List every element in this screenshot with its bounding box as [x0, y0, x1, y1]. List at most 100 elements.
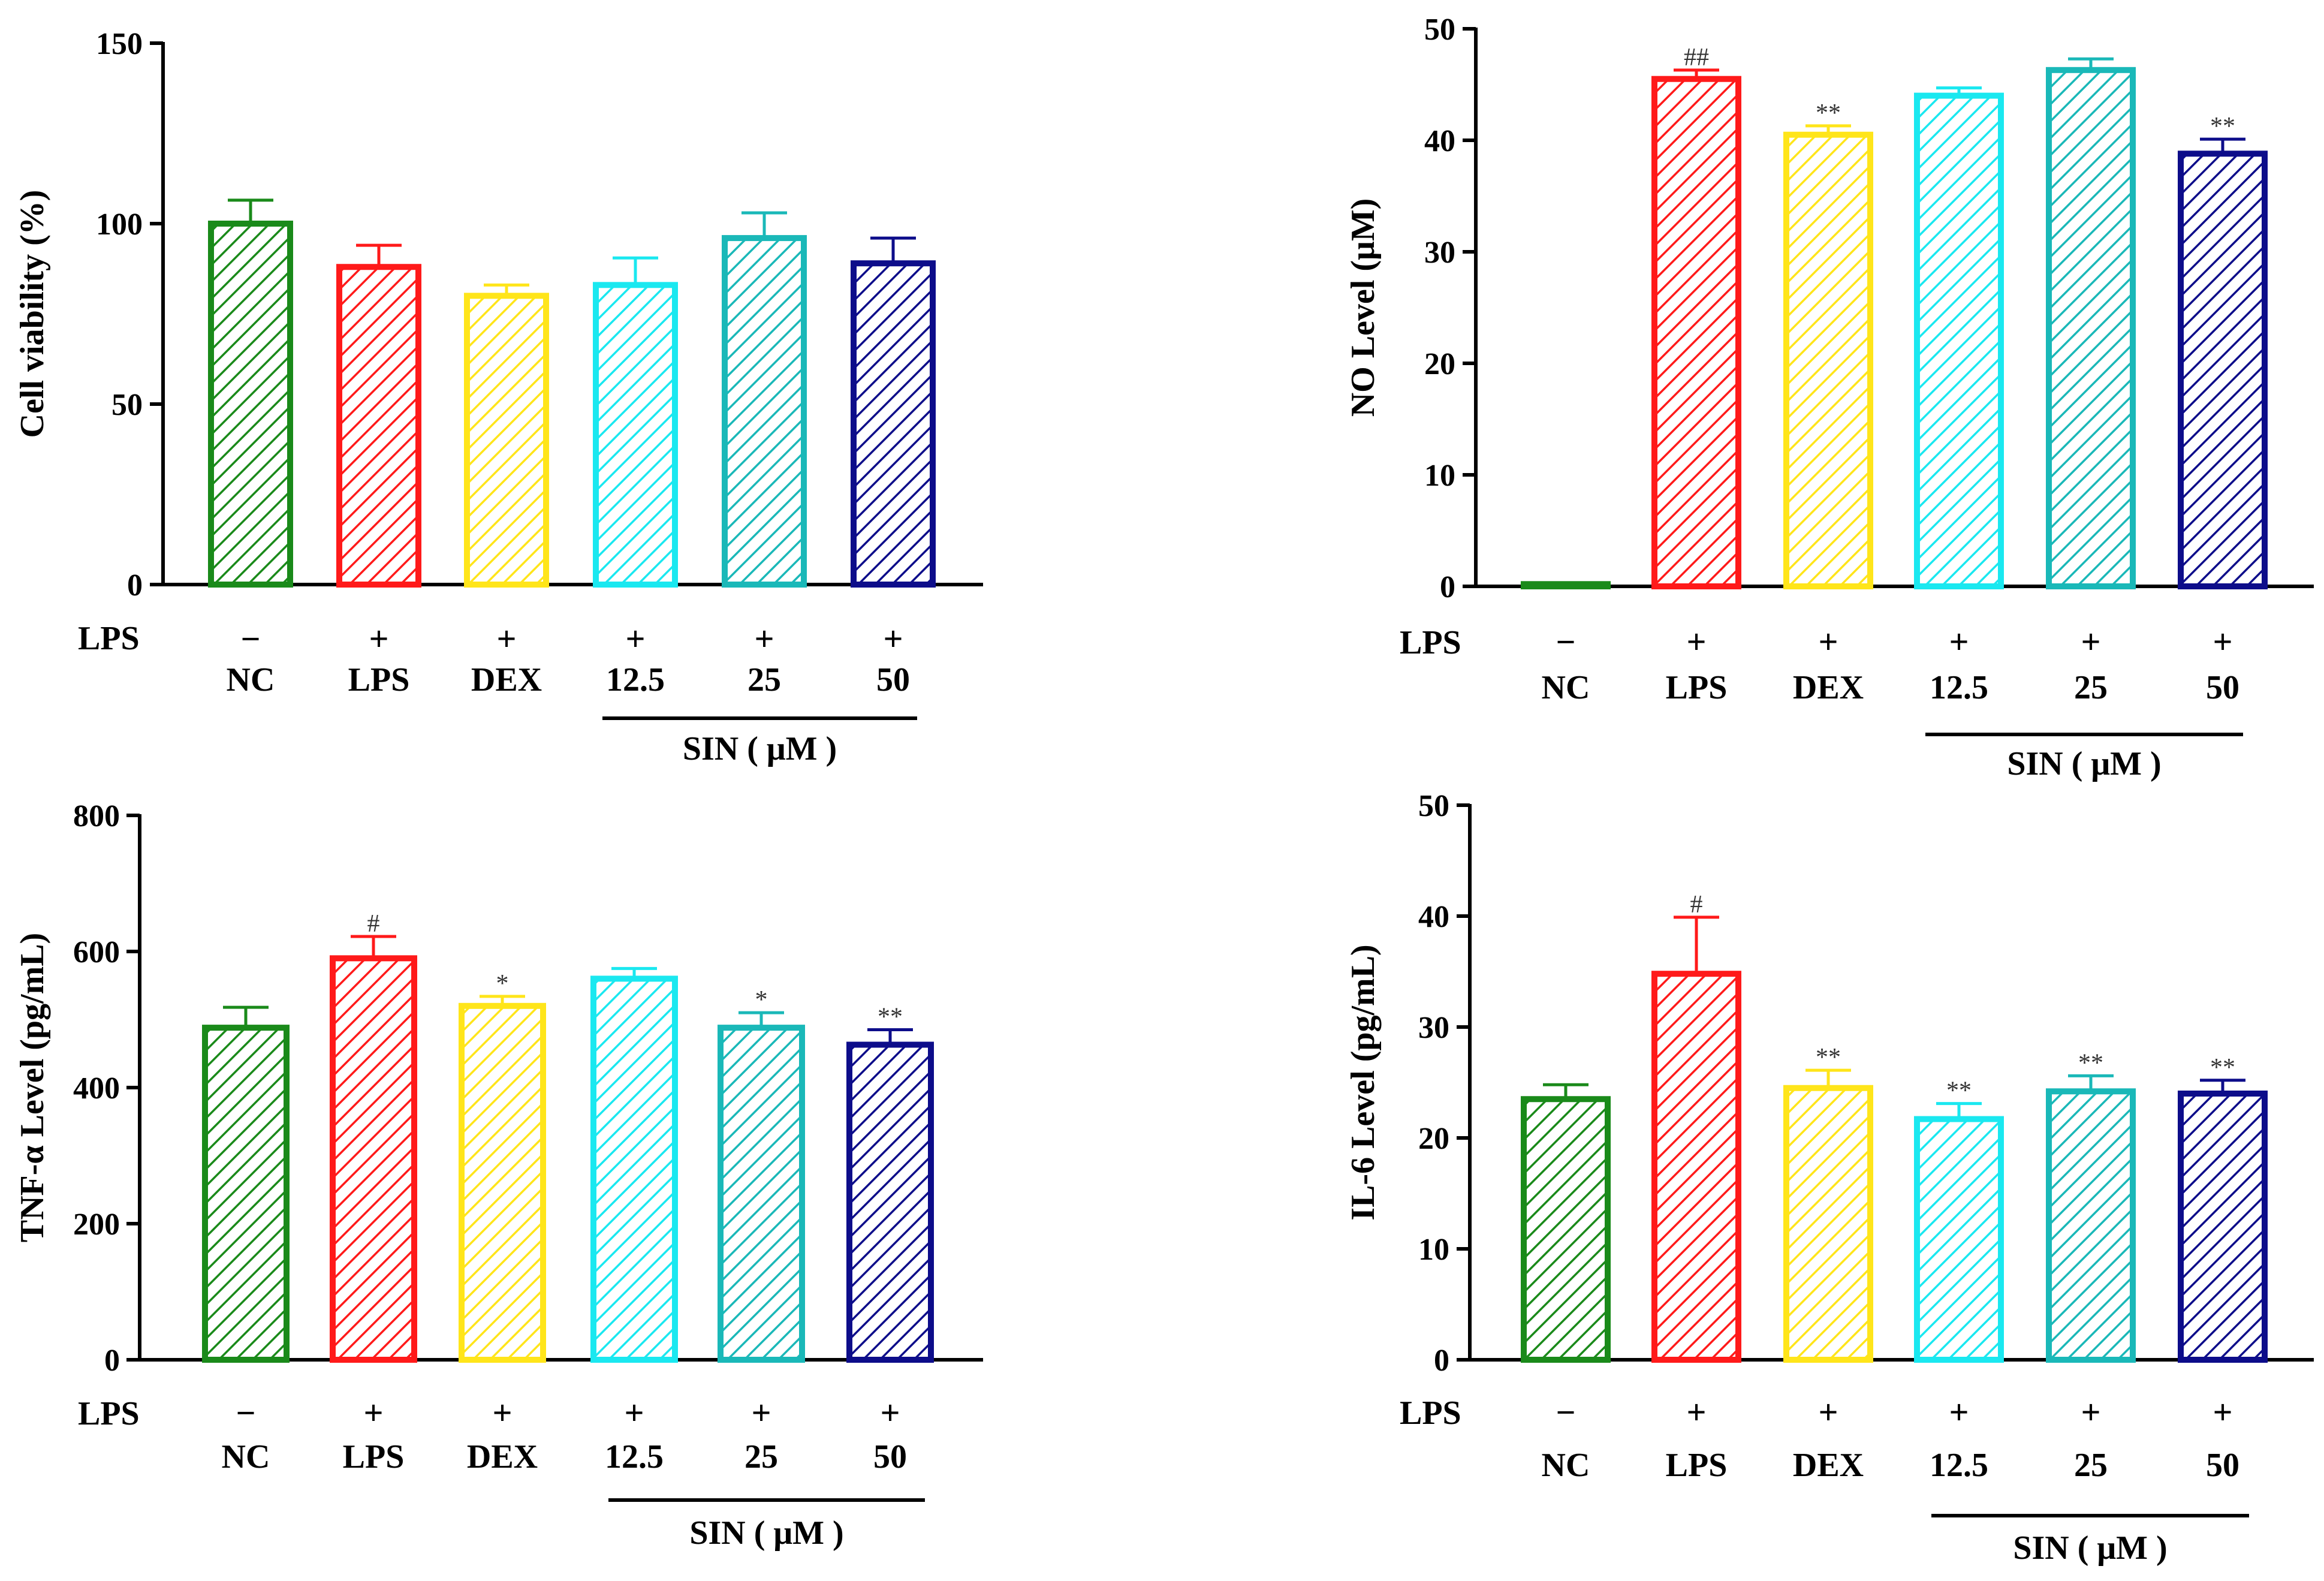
y-tick-label: 100 [96, 207, 143, 242]
lps-sign: − [1556, 622, 1575, 661]
y-tick-label: 20 [1418, 1122, 1449, 1156]
lps-sign: + [625, 619, 645, 658]
lps-sign: + [1949, 622, 1969, 661]
y-tick-label: 40 [1418, 900, 1449, 934]
lps-sign: + [1686, 622, 1706, 661]
bar-dex [459, 1002, 546, 1363]
lps-sign: − [236, 1393, 255, 1432]
bar-nc [1521, 1096, 1611, 1363]
y-tick-label: 50 [1424, 13, 1455, 47]
bar-12-5 [1914, 92, 2004, 590]
lps-sign: + [492, 1393, 512, 1432]
lps-sign: + [1818, 1393, 1838, 1432]
y-tick-label: 10 [1418, 1233, 1449, 1267]
significance-marker: ** [2210, 113, 2235, 140]
bar-nc [208, 221, 293, 588]
lps-sign: + [2213, 622, 2232, 661]
y-tick-label: 30 [1424, 236, 1455, 270]
panel-tnf-alpha-level: 0 200 400 600 800 TNF-α Level (pg/mL) − NC # + LPS… [14, 799, 983, 1552]
significance-marker: ** [1946, 1077, 1972, 1105]
significance-marker: ** [1816, 100, 1841, 127]
y-tick-label: 400 [73, 1071, 120, 1106]
x-category-label: 50 [876, 661, 910, 698]
x-category-label: 25 [2074, 669, 2108, 706]
significance-marker: # [1690, 891, 1703, 919]
bar-50 [2178, 1091, 2268, 1363]
y-tick-label: 40 [1424, 124, 1455, 158]
x-category-label: DEX [1793, 1447, 1864, 1484]
bar-12-5 [1914, 1116, 2004, 1363]
y-tick-label: 0 [1440, 570, 1455, 604]
x-category-label: NC [222, 1438, 270, 1475]
group-label: SIN ( μM ) [683, 730, 837, 767]
lps-sign: + [369, 619, 388, 658]
x-category-label: LPS [343, 1438, 405, 1475]
bar-25 [722, 235, 807, 588]
bar-25 [2046, 1088, 2136, 1363]
significance-marker: * [755, 986, 768, 1014]
x-category-label: 12.5 [1930, 1447, 1988, 1484]
x-category-label: 12.5 [605, 1438, 664, 1475]
bar-dex [1783, 1085, 1873, 1363]
y-tick-label: 150 [96, 27, 143, 61]
significance-marker: # [367, 910, 380, 938]
y-axis-label: NO Level (μM) [1345, 198, 1382, 417]
bar-nc [202, 1025, 290, 1363]
significance-marker: ** [2210, 1054, 2235, 1082]
lps-row-label: LPS [1400, 624, 1461, 661]
y-tick-label: 800 [73, 799, 120, 833]
significance-marker: ** [2078, 1049, 2103, 1077]
x-category-label: NC [1542, 1447, 1590, 1484]
y-axis-label: TNF-α Level (pg/mL) [14, 933, 51, 1243]
x-category-label: DEX [467, 1438, 538, 1475]
lps-sign: + [1818, 622, 1838, 661]
x-category-label: 25 [744, 1438, 778, 1475]
lps-sign: + [880, 1393, 900, 1432]
significance-marker: ** [878, 1004, 903, 1031]
bar-lps [1651, 971, 1741, 1363]
lps-sign: + [751, 1393, 771, 1432]
lps-sign: + [363, 1393, 383, 1432]
bar-lps [1651, 76, 1741, 589]
significance-marker: * [496, 970, 509, 998]
lps-sign: + [496, 619, 516, 658]
bar-lps [330, 955, 417, 1363]
group-label: SIN ( μM ) [2007, 745, 2161, 782]
panel-il6-level: 0 10 20 30 40 50 IL-6 Level (pg/mL) − NC # + LPS ** +… [1345, 789, 2314, 1567]
y-tick-label: 0 [1434, 1344, 1449, 1378]
lps-row-label: LPS [78, 620, 140, 657]
significance-marker: ** [1816, 1044, 1841, 1071]
bar-12-5 [590, 975, 678, 1363]
x-category-label: LPS [1666, 1447, 1728, 1484]
x-category-label: NC [1542, 669, 1590, 706]
x-category-label: DEX [1793, 669, 1864, 706]
y-tick-label: 10 [1424, 459, 1455, 493]
y-tick-label: 0 [104, 1344, 120, 1378]
x-category-label: LPS [1666, 669, 1728, 706]
bar-dex [1783, 131, 1873, 589]
x-category-label: 25 [747, 661, 781, 698]
bar-50 [851, 260, 936, 588]
x-category-label: 25 [2074, 1447, 2108, 1484]
y-axis-label: Cell viability (%) [14, 190, 51, 438]
x-category-label: 12.5 [1930, 669, 1988, 706]
bar-25 [2046, 67, 2136, 589]
y-tick-label: 600 [73, 935, 120, 969]
group-label: SIN ( μM ) [689, 1514, 843, 1552]
lps-sign: + [624, 1393, 644, 1432]
y-tick-label: 50 [1418, 789, 1449, 823]
x-category-label: 50 [2206, 669, 2239, 706]
x-category-label: DEX [471, 661, 542, 698]
lps-sign: − [1556, 1393, 1575, 1432]
panel-no-level: 0 10 20 30 40 50 NO Level (μM) − NC ## + LPS ** + DEX +… [1345, 13, 2314, 782]
y-tick-label: 20 [1424, 347, 1455, 381]
lps-sign: + [2081, 1393, 2100, 1432]
bar-12-5 [593, 282, 678, 588]
significance-marker: ## [1684, 44, 1709, 71]
x-category-label: 50 [2206, 1447, 2239, 1484]
lps-row-label: LPS [1400, 1395, 1461, 1432]
y-tick-label: 30 [1418, 1011, 1449, 1045]
lps-sign: + [2213, 1393, 2232, 1432]
